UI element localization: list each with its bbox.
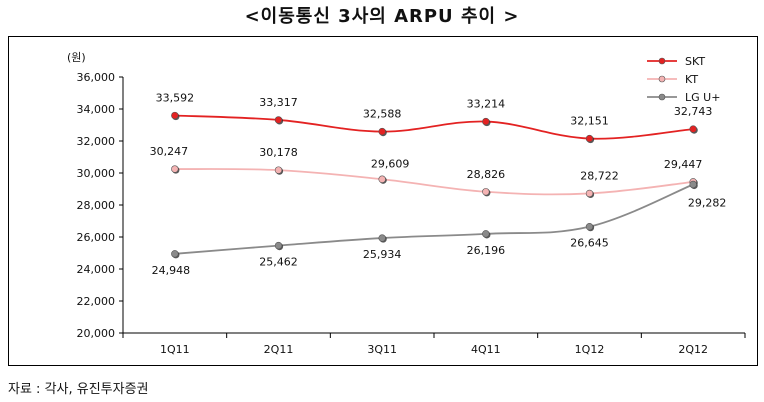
x-tick-label: 1Q11 <box>160 343 190 356</box>
series-line-kt <box>174 168 694 196</box>
data-label-kt: 29,609 <box>371 157 410 170</box>
series-layer <box>171 111 698 259</box>
data-label-kt: 30,247 <box>150 145 189 158</box>
data-point-lg-u <box>482 230 490 238</box>
data-point-lg-u <box>378 234 386 242</box>
data-label-lg-u: 25,462 <box>259 256 298 269</box>
data-label-lg-u: 26,196 <box>467 244 506 257</box>
y-tick-label: 30,000 <box>77 167 116 180</box>
y-tick-label: 32,000 <box>77 135 116 148</box>
legend-label-lg-u: LG U+ <box>685 91 720 104</box>
data-point-skt <box>482 117 490 126</box>
data-label-skt: 32,588 <box>363 108 402 121</box>
data-point-kt <box>585 189 594 198</box>
data-point-lg-u <box>274 241 283 250</box>
data-label-skt: 32,743 <box>674 105 713 118</box>
data-point-lg-u <box>171 250 179 258</box>
y-tick-label: 36,000 <box>77 71 116 84</box>
data-point-skt <box>274 116 283 124</box>
chart-title: <이동통신 3사의 ARPU 추이 > <box>244 6 520 27</box>
y-tick-label: 20,000 <box>77 327 116 340</box>
x-tick-label: 2Q12 <box>678 343 708 356</box>
data-point-skt <box>378 127 386 136</box>
series-line-skt <box>174 114 694 140</box>
legend-label-kt: KT <box>685 73 698 86</box>
y-unit-label: (원) <box>67 51 86 64</box>
x-tick-label: 1Q12 <box>575 343 605 356</box>
data-point-kt <box>378 175 386 183</box>
x-tick-label: 3Q11 <box>367 343 397 356</box>
y-tick-label: 28,000 <box>77 199 116 212</box>
data-label-lg-u: 25,934 <box>363 248 402 261</box>
legend-label-skt: SKT <box>685 55 705 68</box>
data-label-skt: 33,592 <box>156 92 195 105</box>
data-point-lg-u <box>689 180 697 189</box>
arpu-line-chart: (원) 20,000 22,000 24,000 26,000 28,000 30,000 3… <box>67 51 746 356</box>
data-point-kt <box>274 166 283 174</box>
data-point-skt <box>689 125 697 133</box>
data-label-kt: 28,722 <box>580 169 619 182</box>
y-tick-label: 26,000 <box>77 231 116 244</box>
data-point-skt <box>171 111 179 120</box>
data-point-skt <box>585 134 594 143</box>
data-label-skt: 32,151 <box>570 115 609 128</box>
data-label-kt: 30,178 <box>259 146 298 159</box>
legend-marker-kt <box>658 75 666 83</box>
data-label-kt: 28,826 <box>467 168 506 181</box>
source-note: 자료 : 각사, 유진투자증권 <box>8 382 149 397</box>
series-line-lg-u <box>174 183 694 255</box>
data-label-lg-u: 24,948 <box>152 264 191 277</box>
chart-frame: (원) 20,000 22,000 24,000 26,000 28,000 30,000 3… <box>8 36 758 366</box>
legend-marker-skt <box>658 57 666 65</box>
data-labels-layer: 33,592 33,317 32,588 33,214 32,151 32,743 30,2… <box>150 92 727 277</box>
x-tick-label: 2Q11 <box>264 343 294 356</box>
data-label-lg-u: 26,645 <box>570 237 609 250</box>
data-label-skt: 33,214 <box>467 98 506 111</box>
data-point-lg-u <box>585 222 594 231</box>
y-tick-label: 34,000 <box>77 103 116 116</box>
legend: SKT KT LG U+ <box>647 55 720 104</box>
axes: (원) 20,000 22,000 24,000 26,000 28,000 30,000 3… <box>67 51 746 356</box>
legend-marker-lg-u <box>658 93 666 101</box>
data-label-kt: 29,447 <box>664 158 703 171</box>
y-tick-label: 22,000 <box>77 295 116 308</box>
data-label-lg-u: 29,282 <box>688 196 727 209</box>
x-tick-label: 4Q11 <box>471 343 501 356</box>
data-point-kt <box>171 165 179 173</box>
data-label-skt: 33,317 <box>259 96 298 109</box>
y-tick-label: 24,000 <box>77 263 116 276</box>
data-point-kt <box>482 188 490 196</box>
